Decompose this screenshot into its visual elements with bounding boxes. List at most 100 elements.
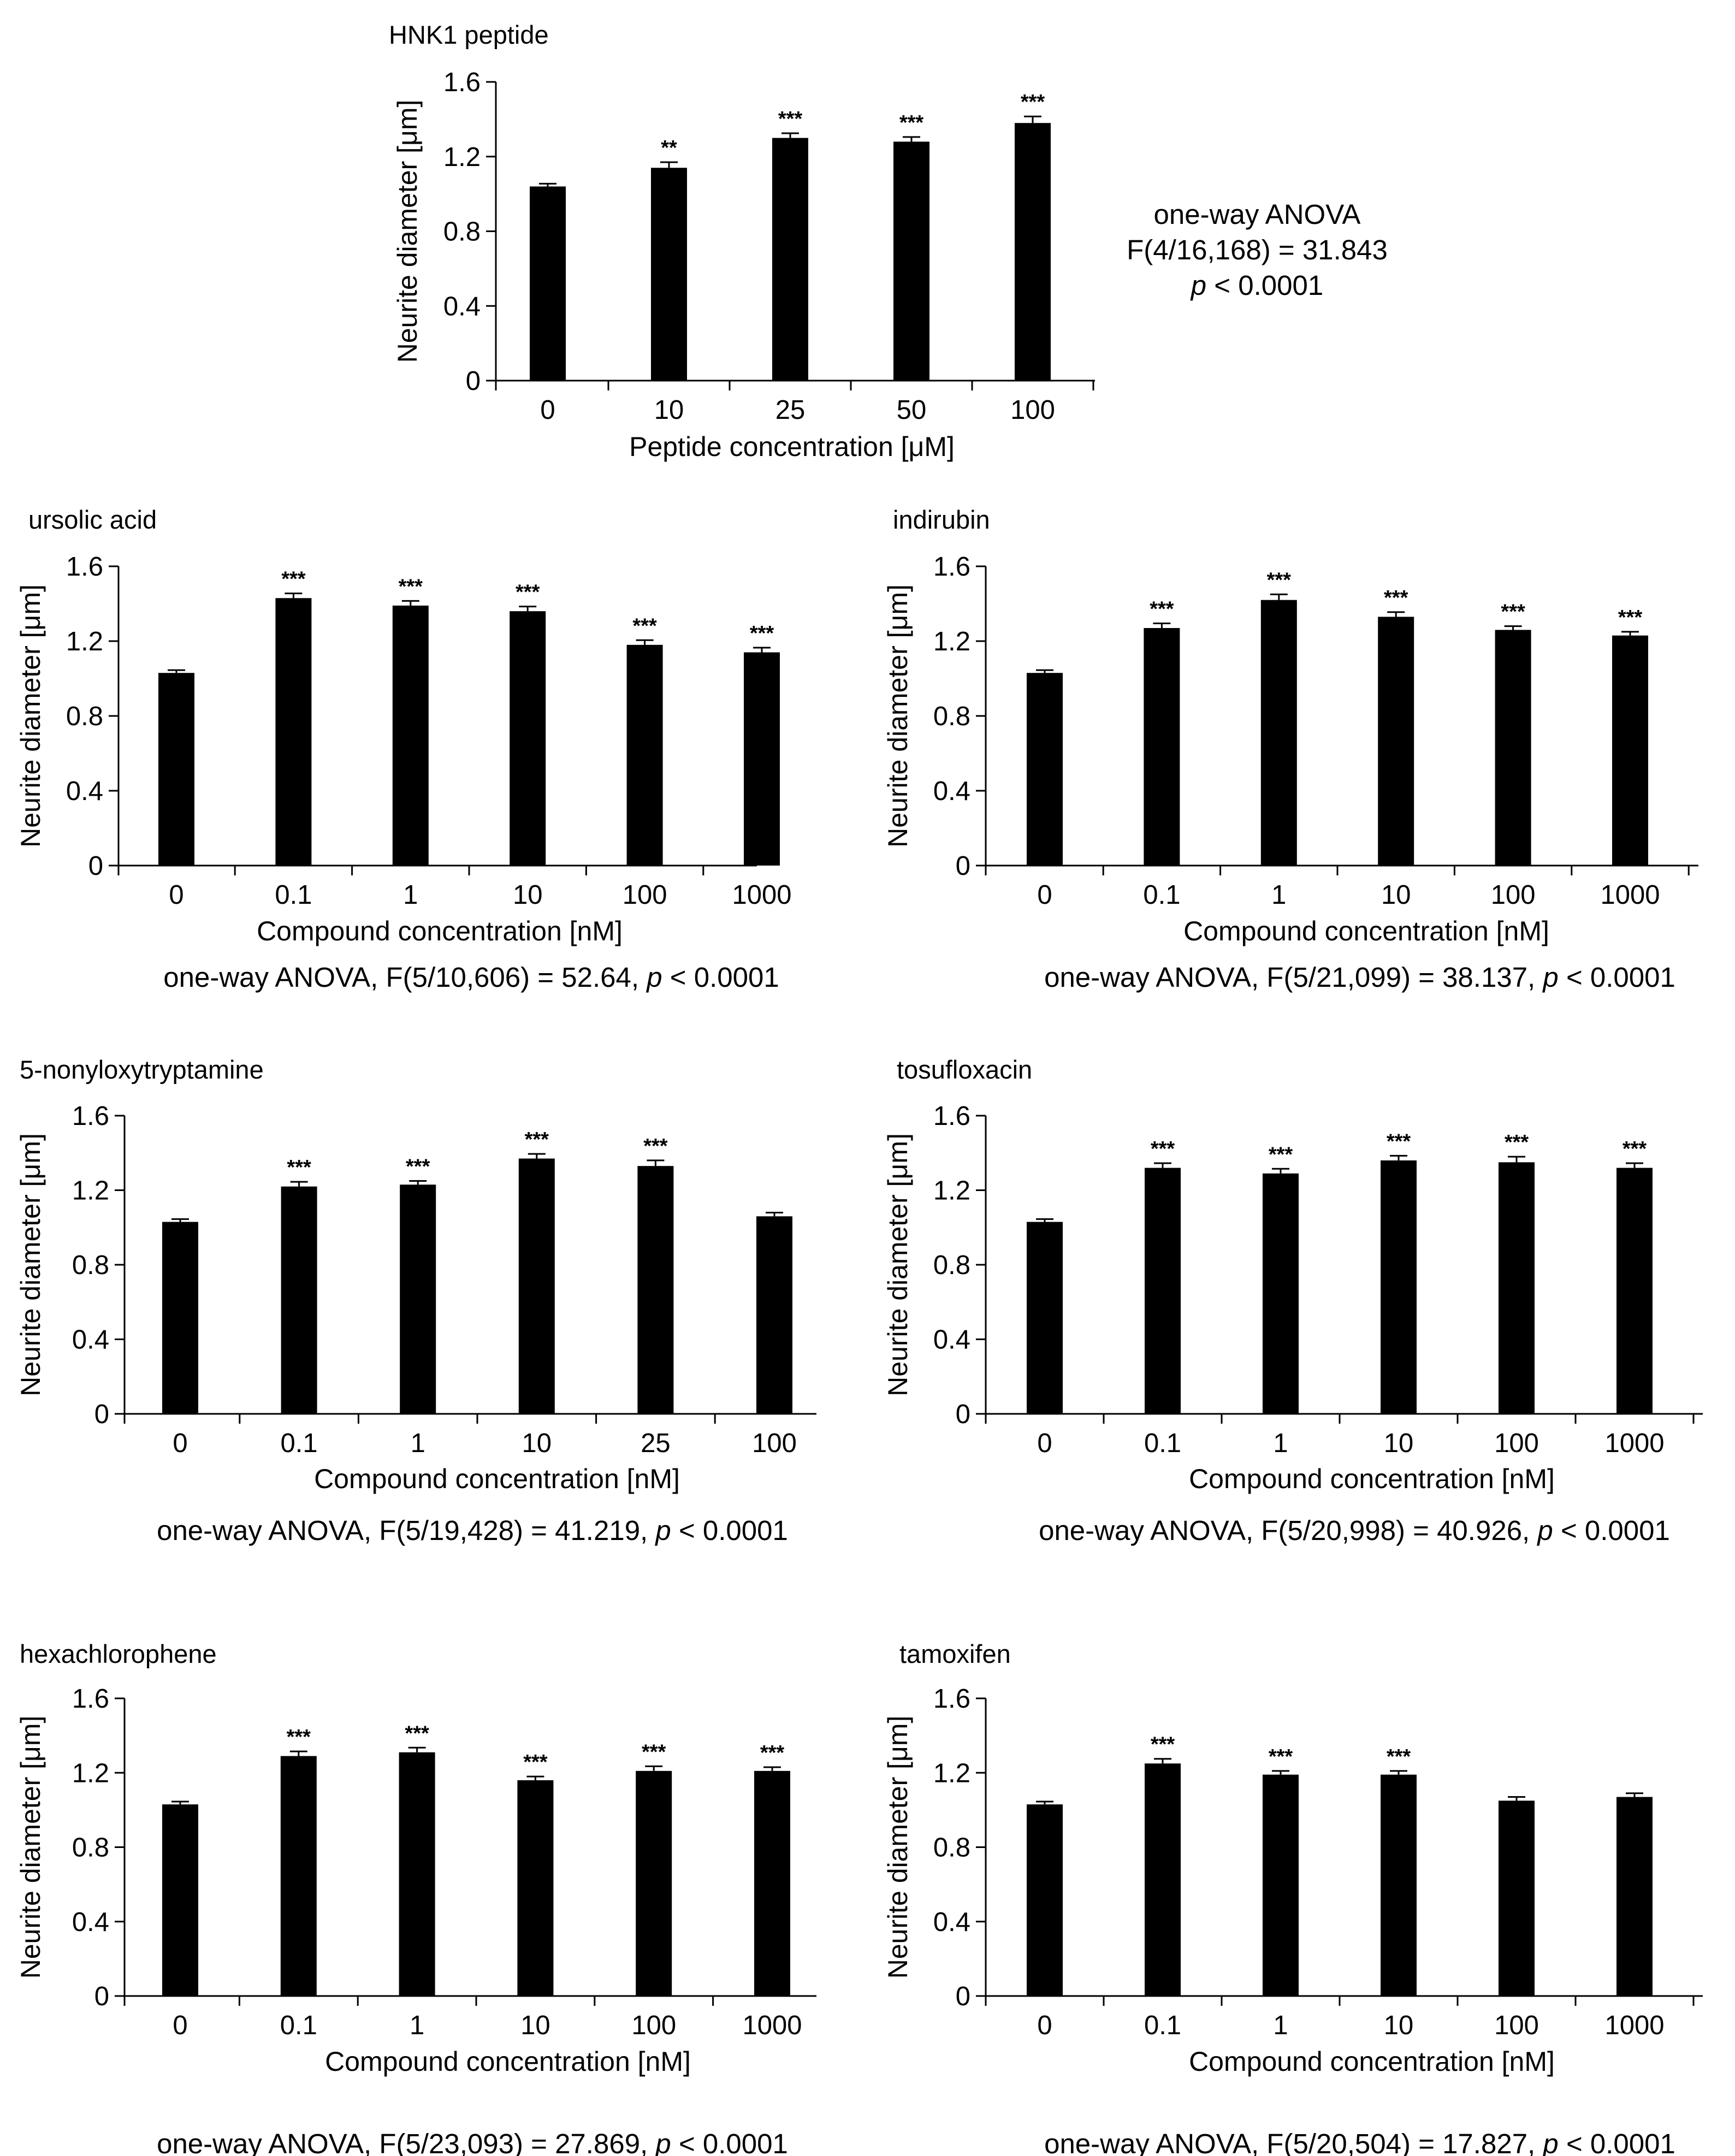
significance-marker: *** — [1384, 587, 1408, 609]
x-tick-label: 10 — [1384, 1429, 1414, 1458]
chart-title: 5-nonyloxytryptamine — [20, 1055, 264, 1084]
anova-p-rest: < 0.0001 — [1553, 1515, 1670, 1546]
x-tick-label: 100 — [752, 1429, 797, 1458]
x-tick-label: 0 — [173, 1429, 187, 1458]
x-tick-label: 0 — [1037, 1429, 1052, 1458]
y-axis-label: Neurite diameter [μm] — [883, 1716, 913, 1979]
anova-p-symbol: p — [1536, 1515, 1553, 1546]
bar — [756, 1216, 792, 1414]
x-tick-label: 100 — [631, 2011, 676, 2040]
bar — [1495, 630, 1531, 866]
x-tick-label: 1 — [1271, 880, 1286, 910]
bar — [158, 673, 194, 866]
x-axis-label: Compound concentration [nM] — [1189, 2046, 1555, 2077]
x-tick-label: 100 — [1494, 1429, 1539, 1458]
significance-marker: *** — [1505, 1131, 1529, 1154]
y-tick-label: 0.8 — [933, 702, 970, 731]
x-axis-label: Compound concentration [nM] — [325, 2046, 691, 2077]
chart-panel-hexachlorophene: hexachlorophene 0 0.4 0.8 1.2 1.6 Neurite diam… — [15, 1639, 816, 2156]
y-tick-label: 1.6 — [933, 1101, 970, 1131]
significance-marker: *** — [287, 1726, 311, 1749]
chart-panel-tosufloxacin: tosufloxacin 0 0.4 0.8 1.2 1.6 Neurite diamete… — [883, 1055, 1703, 1546]
significance-marker: *** — [1151, 1138, 1175, 1160]
anova-f-stat: one-way ANOVA, F(5/10,606) = 52.64, — [163, 962, 647, 993]
anova-p-symbol: p — [654, 2128, 671, 2156]
anova-p-symbol: p — [1542, 2128, 1558, 2156]
x-tick-label: 0 — [169, 880, 183, 910]
bar — [1027, 1222, 1063, 1414]
y-axis-label: Neurite diameter [μm] — [15, 1716, 46, 1979]
x-tick-label: 10 — [513, 880, 543, 910]
chart-panel-tamoxifen: tamoxifen 0 0.4 0.8 1.2 1.6 Neurite diameter [… — [883, 1639, 1703, 2156]
x-tick-label: 25 — [641, 1429, 671, 1458]
y-tick-label: 0.8 — [72, 1251, 109, 1280]
x-tick-label: 10 — [654, 395, 684, 425]
significance-marker: *** — [1151, 1733, 1175, 1756]
x-tick-label: 1000 — [1600, 880, 1660, 910]
y-tick-label: 0.8 — [933, 1251, 970, 1280]
y-tick-label: 0.4 — [933, 1908, 970, 1937]
bar — [1378, 617, 1414, 866]
anova-f-stat: one-way ANOVA, F(5/21,099) = 38.137, — [1044, 962, 1543, 993]
y-axis-label: Neurite diameter [μm] — [883, 1133, 913, 1396]
x-axis-label: Compound concentration [nM] — [314, 1464, 680, 1494]
x-axis-label: Compound concentration [nM] — [1189, 1464, 1555, 1494]
bar — [754, 1770, 790, 1996]
x-tick-label: 50 — [897, 395, 927, 425]
bar — [1260, 600, 1297, 866]
significance-marker: *** — [1269, 1143, 1293, 1166]
anova-p-symbol: p — [654, 1515, 671, 1546]
bar — [1263, 1173, 1299, 1414]
bar — [275, 598, 312, 866]
y-tick-label: 1.2 — [66, 627, 103, 656]
bar — [1616, 1168, 1653, 1414]
significance-marker: *** — [1618, 606, 1643, 629]
y-tick-label: 1.2 — [72, 1758, 109, 1788]
significance-marker: *** — [516, 581, 540, 604]
x-tick-label: 10 — [1381, 880, 1411, 910]
y-tick-label: 1.2 — [443, 143, 481, 172]
chart-panel-ursolic: ursolic acid 0 0.4 0.8 1.2 1.6 Neurite diamete… — [15, 505, 792, 993]
anova-p-symbol: p — [1190, 270, 1206, 301]
x-tick-label: 10 — [1384, 2011, 1414, 2040]
significance-marker: *** — [1623, 1138, 1647, 1160]
anova-summary: one-way ANOVA, F(5/21,099) = 38.137, p <… — [1044, 962, 1675, 993]
bar — [517, 1780, 554, 1996]
anova-summary: one-way ANOVA, F(5/20,998) = 40.926, p <… — [1039, 1515, 1670, 1546]
significance-marker: *** — [1021, 91, 1045, 114]
y-axis-label: Neurite diameter [μm] — [15, 584, 46, 848]
y-tick-label: 0 — [88, 851, 103, 881]
anova-p-rest: < 0.0001 — [1559, 962, 1675, 993]
y-tick-label: 1.6 — [66, 552, 103, 582]
y-tick-label: 0 — [956, 1982, 970, 2011]
y-tick-label: 0.8 — [933, 1833, 970, 1863]
bar — [744, 652, 780, 866]
bar — [510, 611, 546, 866]
bar — [281, 1186, 317, 1414]
x-tick-label: 100 — [623, 880, 667, 910]
significance-marker: *** — [899, 111, 924, 134]
bar — [1263, 1774, 1299, 1996]
x-tick-label: 0.1 — [1144, 1429, 1181, 1458]
x-tick-label: 1000 — [742, 2011, 802, 2040]
chart-panel-nonyloxy: 5-nonyloxytryptamine 0 0.4 0.8 1.2 1.6 Neurite… — [15, 1055, 816, 1546]
anova-f-stat: one-way ANOVA, F(5/20,504) = 17.827, — [1044, 2128, 1543, 2156]
bar — [280, 1756, 317, 1996]
significance-marker: *** — [287, 1156, 311, 1179]
x-tick-label: 1000 — [1604, 1429, 1664, 1458]
x-tick-label: 1000 — [732, 880, 791, 910]
significance-marker: *** — [523, 1751, 548, 1774]
bar — [162, 1222, 198, 1414]
x-tick-label: 10 — [522, 1429, 552, 1458]
y-tick-label: 0 — [956, 1400, 970, 1429]
chart-title: HNK1 peptide — [389, 20, 549, 49]
anova-summary: one-way ANOVA, F(5/23,093) = 27.869, p <… — [157, 2128, 788, 2156]
x-tick-label: 1 — [411, 1429, 425, 1458]
x-tick-label: 0.1 — [1144, 2011, 1181, 2040]
bar — [626, 644, 663, 866]
bar — [1499, 1162, 1535, 1414]
y-tick-label: 0 — [466, 366, 481, 396]
y-tick-label: 1.6 — [443, 68, 481, 97]
x-tick-label: 0 — [540, 395, 555, 425]
